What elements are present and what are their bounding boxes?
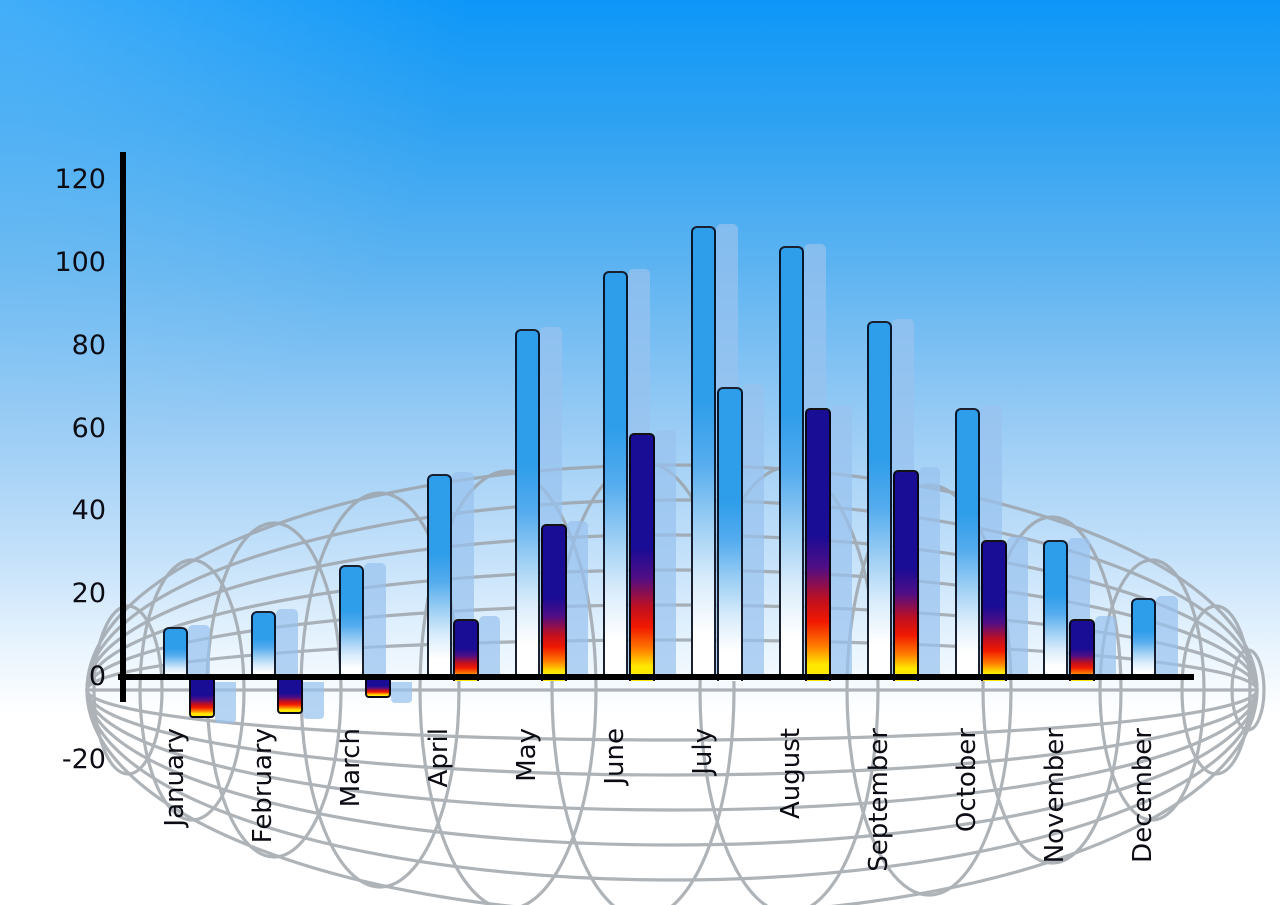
x-label-june: June: [600, 728, 630, 785]
bar-shadow-february-series2: [303, 682, 324, 720]
bar-shadow-april-series2: [479, 616, 500, 680]
y-tick--20: -20: [61, 743, 106, 775]
bar-november-series1: [1043, 540, 1068, 680]
x-label-may: May: [512, 728, 542, 782]
bar-september-series1: [867, 320, 892, 680]
y-tick-60: 60: [71, 412, 106, 444]
bar-august-series1: [779, 246, 804, 680]
bar-may-series1: [515, 329, 540, 680]
bar-april-series2: [453, 619, 479, 681]
bar-september-series2: [893, 470, 919, 681]
bar-july-series2: [717, 387, 743, 681]
y-axis-line: [120, 152, 126, 702]
bar-february-series2: [277, 677, 303, 715]
x-label-february: February: [248, 728, 278, 844]
bar-february-series1: [251, 610, 276, 680]
bar-shadow-december-series1: [1156, 596, 1178, 680]
x-axis-zero-line: [118, 674, 1194, 680]
x-label-august: August: [776, 728, 806, 819]
y-tick-20: 20: [71, 578, 106, 610]
x-label-march: March: [336, 728, 366, 808]
bar-january-series2: [189, 677, 215, 719]
x-label-december: December: [1128, 728, 1158, 863]
bar-july-series1: [691, 225, 716, 680]
x-label-july: July: [688, 728, 718, 775]
bar-november-series2: [1069, 619, 1095, 681]
bar-august-series2: [805, 407, 831, 681]
bar-march-series1: [339, 565, 364, 680]
y-tick-40: 40: [71, 495, 106, 527]
bar-december-series1: [1131, 598, 1156, 680]
bar-shadow-september-series2: [919, 467, 940, 680]
bar-shadow-october-series2: [1007, 537, 1028, 680]
bar-june-series2: [629, 432, 655, 681]
bar-shadow-june-series2: [655, 429, 676, 680]
bar-april-series1: [427, 474, 452, 680]
bar-january-series1: [163, 627, 188, 680]
bar-october-series2: [981, 540, 1007, 681]
y-tick-80: 80: [71, 329, 106, 361]
bar-may-series2: [541, 523, 567, 681]
bar-shadow-march-series2: [391, 682, 412, 703]
y-tick-100: 100: [54, 247, 106, 278]
x-label-january: January: [160, 728, 190, 827]
bar-shadow-november-series2: [1095, 616, 1116, 680]
x-label-november: November: [1040, 728, 1070, 864]
bar-shadow-february-series1: [276, 608, 298, 680]
bar-march-series2: [365, 677, 391, 698]
bar-shadow-january-series2: [215, 682, 236, 724]
bar-shadow-may-series2: [567, 520, 588, 680]
bar-shadow-august-series2: [831, 404, 852, 680]
y-tick-120: 120: [54, 164, 106, 196]
y-tick-0: 0: [88, 661, 106, 692]
x-label-october: October: [952, 728, 982, 833]
x-label-september: September: [864, 728, 894, 872]
bar-june-series1: [603, 271, 628, 680]
bar-shadow-march-series1: [364, 563, 386, 680]
bar-october-series1: [955, 407, 980, 680]
bar-shadow-january-series1: [188, 625, 210, 680]
bar-shadow-july-series2: [743, 384, 764, 680]
x-label-april: April: [424, 728, 454, 788]
